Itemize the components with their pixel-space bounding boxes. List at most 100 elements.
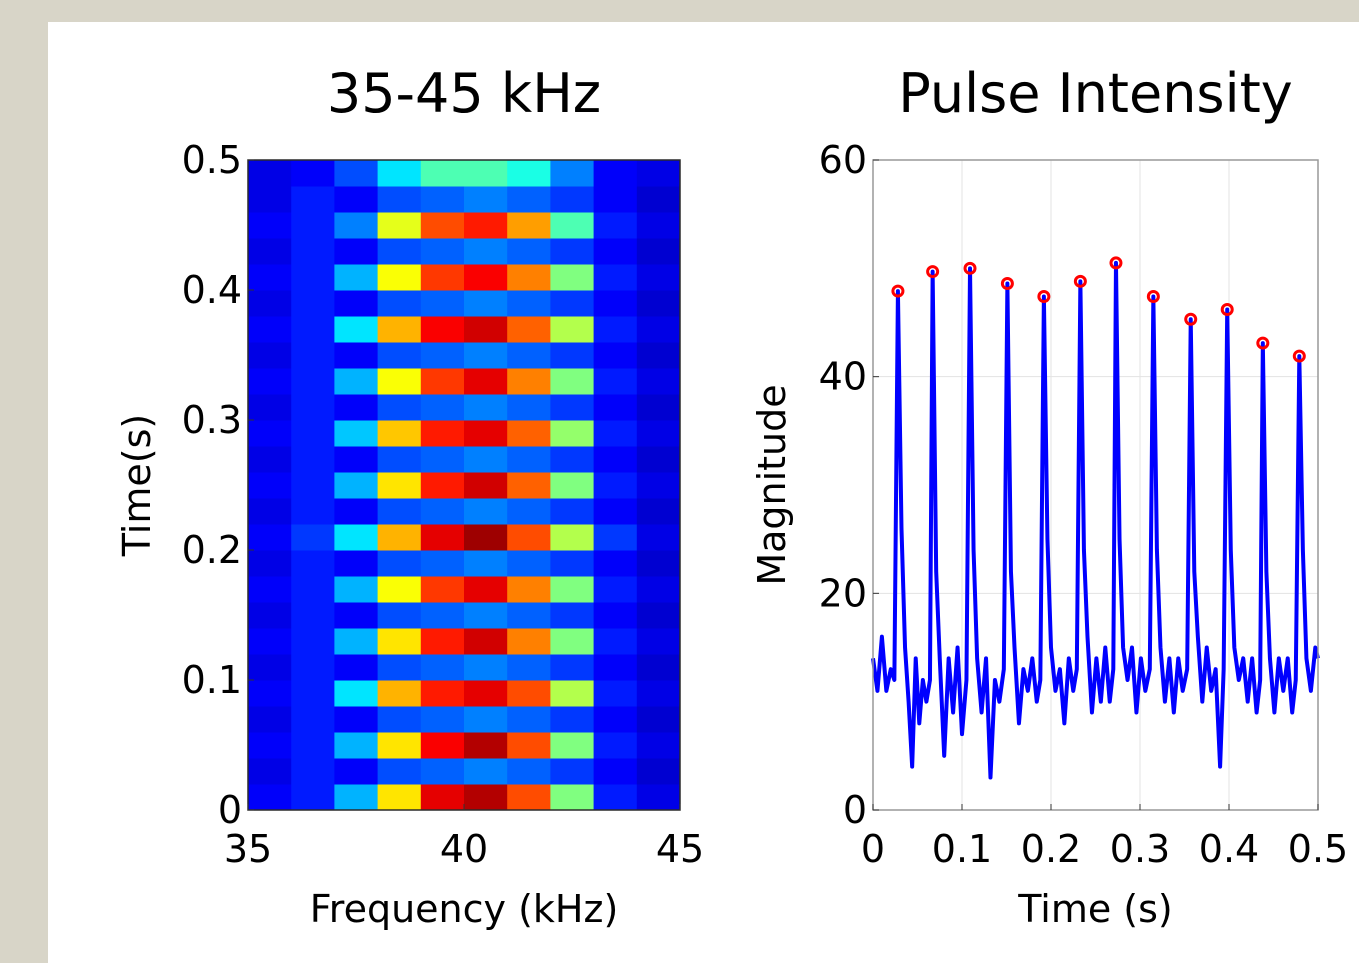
heatmap-cell [377,238,422,265]
heatmap-cell [420,446,465,473]
heatmap-cell [593,394,638,421]
heatmap-cell [593,732,638,759]
heatmap-cell [377,706,422,733]
heatmap-cell [420,654,465,681]
heatmap-cell [377,290,422,317]
heatmap-cell [334,212,379,239]
heatmap-cell [636,342,681,369]
heatmap-cell [593,446,638,473]
heatmap-cell [377,342,422,369]
x-tick-label: 0.3 [1110,827,1170,871]
heatmap-cell [291,550,335,577]
heatmap-cell [248,550,292,577]
heatmap-cell [377,472,422,499]
heatmap-cell [248,706,292,733]
heatmap-cell [593,680,638,707]
heatmap-cell [420,784,465,811]
y-tick-label: 0.1 [182,658,242,702]
heatmap-cell [377,368,422,395]
heatmap-cell [420,498,465,525]
heatmap-cell [550,628,595,655]
peak-marker [1037,290,1051,303]
heatmap-cell [593,212,638,239]
heatmap-cell [291,472,335,499]
heatmap-cell [334,394,379,421]
heatmap-cell [636,784,681,811]
heatmap-cell [507,498,551,525]
heatmap-cell [334,238,379,265]
heatmap-cell [550,472,595,499]
peak-marker [1256,336,1270,350]
heatmap-cell [636,160,681,187]
heatmap-cell [464,368,508,395]
heatmap-cell [334,446,379,473]
x-tick-label: 40 [440,827,488,871]
peak-marker [926,265,940,279]
heatmap-cell [291,602,335,629]
heatmap-cell [248,342,292,369]
heatmap-cell [377,758,422,785]
heatmap-cell [550,758,595,785]
heatmap-cell [464,498,508,525]
heatmap-cell [464,186,508,213]
heatmap-cell [636,368,681,395]
heatmap-cell [507,602,551,629]
heatmap-cell [464,264,508,291]
heatmap-cell [636,758,681,785]
heatmap-cell [248,680,292,707]
chart-title: 35-45 kHz [327,62,601,125]
peak-marker [1184,312,1198,326]
heatmap-cell [507,420,551,447]
heatmap-cell [291,732,335,759]
heatmap-cell [377,420,422,447]
peak-marker [1146,290,1160,303]
heatmap-cell [291,420,335,447]
heatmap-cell [420,602,465,629]
heatmap-cell [507,342,551,369]
heatmap-cell [334,316,379,343]
heatmap-cell [420,628,465,655]
heatmap-cell [636,420,681,447]
heatmap-cell [377,680,422,707]
y-tick-label: 60 [819,138,867,182]
heatmap-cell [420,394,465,421]
heatmap-cell [593,602,638,629]
x-axis-label: Time (s) [1017,887,1173,931]
heatmap-cell [248,654,292,681]
heatmap-cell [636,290,681,317]
y-tick-label: 0.2 [182,528,242,572]
heatmap-cell [291,264,335,291]
heatmap-cell [420,238,465,265]
heatmap-cell [334,524,379,551]
heatmap-cell [420,472,465,499]
heatmap-cell [636,186,681,213]
heatmap-cell [248,446,292,473]
heatmap-cell [636,654,681,681]
heatmap-cell [550,290,595,317]
heatmap-cell [334,680,379,707]
heatmap-cell [334,342,379,369]
heatmap-cell [377,394,422,421]
heatmap-cell [550,602,595,629]
heatmap-cell [334,186,379,213]
heatmap-cell [636,446,681,473]
peak-marker [1073,274,1087,288]
heatmap-cell [593,628,638,655]
heatmap-cell [248,212,292,239]
heatmap-cell [248,472,292,499]
heatmap-cell [420,576,465,603]
heatmap-cell [420,732,465,759]
x-tick-label: 0.4 [1199,827,1259,871]
heatmap-cell [550,160,595,187]
heatmap-cell [291,446,335,473]
heatmap-cell [291,290,335,317]
heatmap-cell [507,368,551,395]
heatmap-cell [334,602,379,629]
heatmap-cell [507,186,551,213]
heatmap-cell [420,186,465,213]
heatmap-cell [248,264,292,291]
heatmap-cell [464,732,508,759]
heatmap-cell [420,420,465,447]
heatmap-cell [593,472,638,499]
heatmap-cell [550,654,595,681]
